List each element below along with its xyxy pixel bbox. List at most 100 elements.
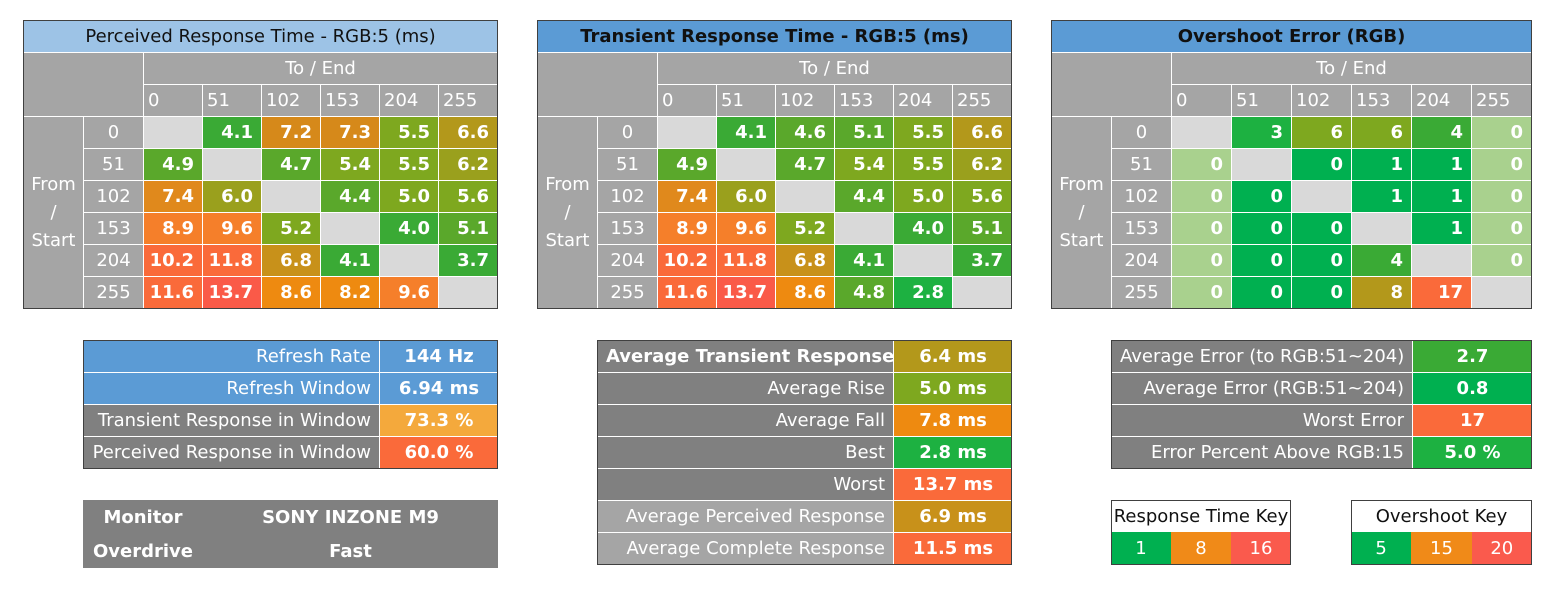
heatmap-cell: 5.5 xyxy=(893,148,953,181)
heatmap-cell: 1 xyxy=(1411,180,1472,213)
row-header: 204 xyxy=(597,244,658,277)
stat-row: Perceived Response in Window 60.0 % xyxy=(83,436,499,469)
heatmap-cell: 13.7 xyxy=(716,276,776,309)
stat-label: Average Error (RGB:51~204) xyxy=(1111,372,1413,405)
diagonal-cell xyxy=(320,212,380,245)
heatmap-cell: 0 xyxy=(1171,244,1232,277)
heatmap-cell: 7.4 xyxy=(143,180,203,213)
heatmap-cell: 13.7 xyxy=(202,276,262,309)
stat-value: 73.3 % xyxy=(379,404,499,437)
heatmap-cell: 5.1 xyxy=(437,212,499,245)
row-header: 0 xyxy=(597,116,658,149)
heatmap-body: From / Start 0 4.1 4.6 5.1 5.5 6.6 51 4.9 4.7 5.4 5.5… xyxy=(537,116,1013,309)
heatmap-cell: 0 xyxy=(1291,148,1352,181)
heatmap-cell: 0 xyxy=(1171,212,1232,245)
row-header: 204 xyxy=(1111,244,1172,277)
row-header: 102 xyxy=(83,180,144,213)
to-end-label: To / End xyxy=(656,52,1013,85)
heatmap-cell: 5.5 xyxy=(893,116,953,149)
heatmap-cell: 9.6 xyxy=(716,212,776,245)
stat-label: Average Perceived Response xyxy=(597,500,894,533)
heatmap-cell: 0 xyxy=(1231,276,1292,309)
heatmap-cell: 0 xyxy=(1291,212,1352,245)
diagonal-cell xyxy=(893,244,953,277)
error-panel: Average Error (to RGB:51~204) 2.7 Average … xyxy=(1111,340,1533,469)
table-row: 153 8.9 9.6 5.2 4.0 5.1 xyxy=(538,212,1013,245)
heatmap-cell: 0 xyxy=(1231,180,1292,213)
heatmap-cell: 8.2 xyxy=(320,276,380,309)
overshoot-key: Overshoot Key 5 15 20 xyxy=(1351,500,1532,564)
stat-row: Error Percent Above RGB:15 5.0 % xyxy=(1111,436,1533,469)
table-row: 102 7.4 6.0 4.4 5.0 5.6 xyxy=(24,180,499,213)
diagonal-cell xyxy=(1291,180,1352,213)
heatmap-cell: 4.9 xyxy=(143,148,203,181)
key-swatch: 16 xyxy=(1231,532,1291,564)
stat-label: Error Percent Above RGB:15 xyxy=(1111,436,1413,469)
heatmap-cell: 4.0 xyxy=(893,212,953,245)
stat-label: Average Transient Response xyxy=(597,340,894,373)
column-header: 153 xyxy=(1351,84,1412,117)
row-header: 0 xyxy=(83,116,144,149)
heatmap-title: Perceived Response Time - RGB:5 (ms) xyxy=(22,20,499,53)
heatmap-cell: 8.9 xyxy=(657,212,717,245)
stat-value: 6.94 ms xyxy=(379,372,499,405)
row-header: 153 xyxy=(83,212,144,245)
table-row: 102 7.4 6.0 4.4 5.0 5.6 xyxy=(538,180,1013,213)
heatmap-cell: 4.8 xyxy=(834,276,894,309)
heatmap-cell: 4.7 xyxy=(261,148,321,181)
heatmap-cell: 0 xyxy=(1231,244,1292,277)
monitor-label: Monitor xyxy=(103,506,183,528)
heatmap-cell: 4.9 xyxy=(657,148,717,181)
heatmap-cell: 5.4 xyxy=(320,148,380,181)
stat-value: 5.0 % xyxy=(1412,436,1533,469)
monitor-value: SONY INZONE M9 xyxy=(262,506,439,528)
stat-row: Average Transient Response 6.4 ms xyxy=(597,340,1013,373)
key-swatch: 8 xyxy=(1171,532,1231,564)
heatmap-cell: 9.6 xyxy=(379,276,439,309)
table-row: 255 0 0 0 8 17 xyxy=(1052,276,1532,309)
table-row: From / Start 0 3 6 6 4 0 xyxy=(1051,116,1532,309)
row-header: 102 xyxy=(597,180,658,213)
heatmap-body: From / Start 0 3 6 6 4 0 51 0 0 1 1 0 102 0 0 1 1 0 153 0 0 0 1 0 2… xyxy=(1051,116,1532,309)
heatmap-cell: 4.1 xyxy=(320,244,380,277)
from-start-label: From / Start xyxy=(537,116,598,309)
heatmap-cell: 8.9 xyxy=(143,212,203,245)
diagonal-cell xyxy=(1411,244,1472,277)
heatmap-cell: 0 xyxy=(1231,212,1292,245)
heatmap-cell: 11.6 xyxy=(143,276,203,309)
column-header: 204 xyxy=(379,84,439,117)
heatmap-cell: 6.8 xyxy=(775,244,835,277)
row-header: 255 xyxy=(83,276,144,309)
key-title: Response Time Key xyxy=(1111,500,1291,532)
column-header: 51 xyxy=(202,84,262,117)
stat-row: Average Perceived Response 6.9 ms xyxy=(597,500,1013,533)
heatmap-cell: 8 xyxy=(1351,276,1412,309)
diagonal-cell xyxy=(261,180,321,213)
heatmap-cell: 17 xyxy=(1411,276,1472,309)
column-header: 0 xyxy=(1171,84,1232,117)
row-header: 255 xyxy=(597,276,658,309)
column-header: 255 xyxy=(437,84,499,117)
stat-row: Average Complete Response 11.5 ms xyxy=(597,532,1013,565)
column-header: 204 xyxy=(893,84,953,117)
heatmap-cell: 4.4 xyxy=(834,180,894,213)
table-row: 255 11.6 13.7 8.6 8.2 9.6 xyxy=(24,276,499,309)
table-row: 102 0 0 1 1 0 xyxy=(1052,180,1532,213)
key-row: 1 8 16 xyxy=(1111,532,1291,564)
column-header: 255 xyxy=(951,84,1013,117)
heatmap-cell: 5.0 xyxy=(379,180,439,213)
heatmap-title: Transient Response Time - RGB:5 (ms) xyxy=(536,20,1013,53)
perceived-response-heatmap: Perceived Response Time - RGB:5 (ms) To … xyxy=(22,20,499,309)
key-swatch: 15 xyxy=(1411,532,1472,564)
table-row: From / Start 0 4.1 4.6 5.1 5.5 6.6 xyxy=(537,116,1013,309)
diagonal-cell xyxy=(951,276,1013,309)
stat-row: Average Rise 5.0 ms xyxy=(597,372,1013,405)
heatmap-cell: 6.2 xyxy=(951,148,1013,181)
heatmap-cell: 5.0 xyxy=(893,180,953,213)
heatmap-cell: 8.6 xyxy=(775,276,835,309)
heatmap-cell: 5.5 xyxy=(379,116,439,149)
row-header: 102 xyxy=(1111,180,1172,213)
heatmap-cell: 2.8 xyxy=(893,276,953,309)
heatmap-cell: 3.7 xyxy=(951,244,1013,277)
table-row: 255 11.6 13.7 8.6 4.8 2.8 xyxy=(538,276,1013,309)
